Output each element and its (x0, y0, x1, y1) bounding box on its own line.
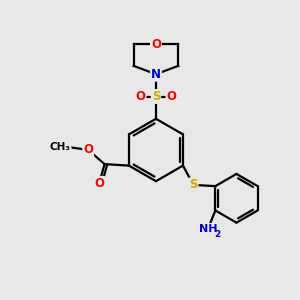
Text: O: O (151, 38, 161, 51)
Text: NH: NH (199, 224, 217, 234)
Text: O: O (94, 177, 104, 190)
Text: O: O (83, 143, 93, 156)
Text: S: S (189, 178, 198, 191)
Text: S: S (152, 90, 160, 103)
Text: O: O (136, 90, 146, 103)
Text: O: O (167, 90, 176, 103)
Text: 2: 2 (214, 230, 220, 239)
Text: N: N (151, 68, 161, 81)
Text: CH₃: CH₃ (50, 142, 71, 152)
